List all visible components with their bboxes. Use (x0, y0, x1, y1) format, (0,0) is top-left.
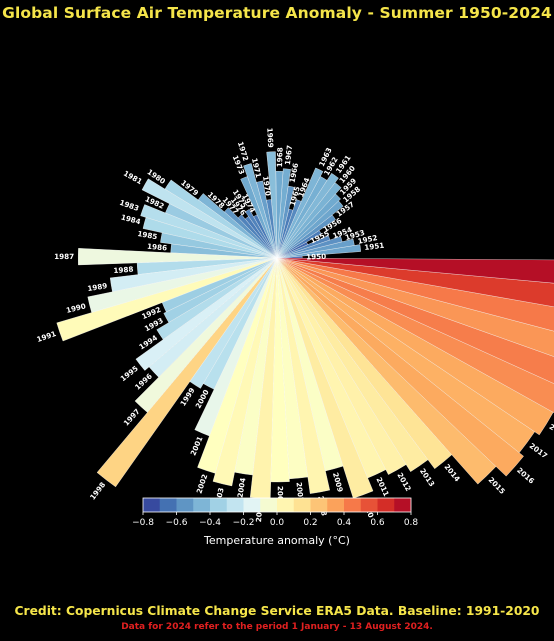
colorbar-segment (327, 498, 345, 512)
bar-1975 (245, 209, 278, 259)
year-label-2004: 2004 (235, 477, 247, 498)
colorbar: −0.8 −0.6 −0.4 −0.2 0.0 0.2 0.4 0.6 0.8 Temperatu… (132, 497, 419, 547)
year-label-2016: 2016 (515, 466, 536, 486)
year-label-1988: 1988 (113, 265, 134, 276)
bar-1999 (189, 257, 278, 389)
year-label-2007: 2007 (295, 482, 306, 503)
year-label-1981: 1981 (122, 169, 144, 187)
bar-1973 (240, 176, 278, 259)
bar-2023 (276, 257, 554, 307)
year-label-1952: 1952 (357, 233, 378, 246)
colorbar-segment (176, 498, 194, 512)
year-label-1966: 1966 (287, 162, 300, 183)
colorbar-segment (143, 498, 161, 512)
year-label-2013: 2013 (418, 467, 437, 489)
year-label-2015: 2015 (487, 475, 507, 496)
colorbar-segment (243, 498, 261, 512)
bar-1963 (276, 167, 324, 259)
bar-1981 (141, 178, 278, 259)
year-label-2001: 2001 (188, 435, 204, 457)
bar-2016 (276, 257, 524, 477)
year-label-2002: 2002 (194, 473, 209, 495)
colorbar-tick-label: 0.4 (337, 518, 352, 528)
bar-2003 (212, 257, 278, 487)
credit-text: Credit: Copernicus Climate Change Servic… (14, 604, 540, 618)
bar-1984 (142, 217, 278, 259)
bar-1964 (276, 199, 302, 259)
year-label-1989: 1989 (87, 281, 108, 293)
colorbar-segment (226, 498, 244, 512)
year-label-1950: 1950 (306, 252, 326, 262)
bar-1995 (135, 257, 278, 371)
year-label-2006: 2006 (276, 486, 285, 506)
colorbar-segment (377, 498, 395, 512)
year-label-1991: 1991 (35, 329, 57, 344)
year-label-2011: 2011 (374, 476, 391, 498)
year-label-2018: 2018 (548, 422, 554, 440)
colorbar-label: Temperature anomaly (°C) (203, 534, 350, 547)
year-label-2014: 2014 (442, 462, 462, 483)
bar-1972 (243, 163, 278, 259)
colorbar-segment (277, 498, 295, 512)
year-label-1986: 1986 (147, 242, 168, 253)
colorbar-segment (394, 498, 412, 512)
year-label-1951: 1951 (364, 241, 385, 252)
data-note: Data for 2024 refer to the period 1 Janu… (121, 622, 433, 632)
year-label-1995: 1995 (119, 364, 140, 383)
colorbar-segment (344, 498, 362, 512)
colorbar-segment (260, 498, 278, 512)
year-label-1968: 1968 (275, 147, 285, 167)
bar-1983 (140, 204, 278, 259)
bar-2021 (276, 257, 554, 357)
colorbar-tick-label: 0.6 (370, 518, 385, 528)
colorbar-segment (159, 498, 177, 512)
colorbar-tick-label: −0.4 (199, 518, 221, 528)
year-label-2009: 2009 (331, 471, 345, 493)
bar-1961 (276, 173, 339, 259)
colorbar-tick-label: 0.2 (303, 518, 317, 528)
bars-layer (56, 151, 554, 499)
colorbar-tick-label: −0.2 (233, 518, 255, 528)
bar-1998 (96, 257, 278, 488)
bar-2006 (270, 257, 290, 483)
colorbar-tick-label: −0.8 (132, 518, 154, 528)
colorbar-segment (193, 498, 211, 512)
year-label-1990: 1990 (65, 301, 87, 315)
bar-1985 (160, 232, 278, 259)
year-label-1983: 1983 (118, 198, 140, 213)
colorbar-segment (210, 498, 228, 512)
year-label-1998: 1998 (88, 480, 107, 501)
year-label-1969: 1969 (265, 128, 275, 148)
year-label-1985: 1985 (137, 229, 158, 241)
bar-1987 (78, 248, 278, 266)
colorbar-tick-label: −0.6 (166, 518, 188, 528)
year-label-2017: 2017 (528, 441, 549, 460)
bar-2024 (276, 257, 554, 284)
colorbar-segment (310, 498, 328, 512)
year-label-1987: 1987 (54, 252, 74, 261)
year-label-1984: 1984 (120, 212, 142, 226)
colorbar-segment (360, 498, 378, 512)
bar-2020 (276, 257, 554, 384)
bar-2019 (276, 257, 554, 413)
colorbar-segment (293, 498, 311, 512)
year-label-1970: 1970 (261, 175, 273, 196)
colorbar-tick-label: 0.8 (404, 518, 419, 528)
year-label-2012: 2012 (395, 471, 413, 493)
year-label-1967: 1967 (283, 145, 294, 166)
year-label-1971: 1971 (250, 157, 263, 179)
colorbar-tick-label: 0.0 (270, 518, 285, 528)
chart-title: Global Surface Air Temperature Anomaly -… (2, 4, 552, 22)
bar-1967 (276, 168, 291, 259)
bar-1991 (56, 257, 278, 342)
bar-2008 (276, 257, 330, 494)
